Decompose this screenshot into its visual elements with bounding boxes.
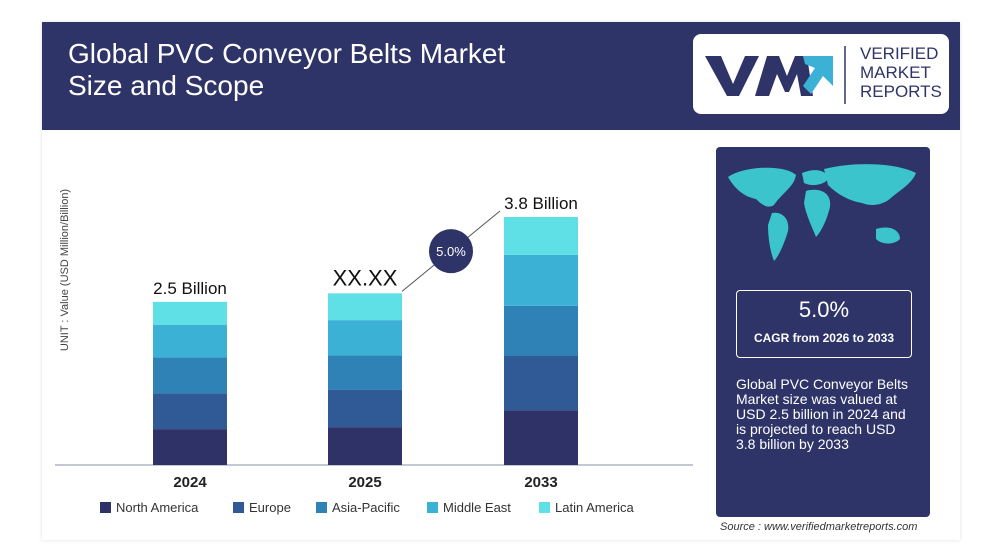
legend-swatch [539, 502, 550, 513]
total-label: XX.XX [333, 265, 398, 290]
logo [693, 34, 949, 114]
legend-swatch [100, 502, 111, 513]
legend-label: Europe [249, 500, 291, 515]
bar-segment [153, 357, 227, 394]
x-tick-label: 2033 [524, 474, 557, 491]
bar-segment [328, 293, 402, 321]
title: Global PVC Conveyor Belts Market Size an… [68, 38, 505, 102]
world-map [728, 164, 916, 261]
bar-segment [504, 356, 578, 411]
logo-line: VERIFIED [860, 44, 939, 63]
info-panel [716, 147, 930, 517]
legend-swatch [233, 502, 244, 513]
x-tick-label: 2024 [173, 474, 207, 491]
legend-swatch [427, 502, 438, 513]
legend-label: North America [116, 500, 199, 515]
growth-bubble [429, 229, 473, 274]
cagr-caption: CAGR from 2026 to 2033 [753, 331, 895, 345]
bar-segment [504, 254, 578, 306]
chart: UNIT : Value (USD Million/Billion) 2024 2… [55, 189, 693, 515]
bar-segment [328, 427, 402, 465]
cagr-box: 5.0% CAGR from 2026 to 2033 [736, 290, 912, 358]
logo-mark [705, 46, 846, 104]
logo-line: MARKET [860, 63, 931, 82]
bar-segment [504, 410, 578, 465]
total-label: 2.5 Billion [153, 279, 227, 298]
x-tick-label: 2025 [348, 474, 381, 491]
bar-segment [153, 429, 227, 465]
legend-swatch [316, 502, 327, 513]
bar-segment [504, 305, 578, 357]
bar-segment [153, 324, 227, 358]
legend-label: Asia-Pacific [332, 500, 400, 515]
bar-segment [328, 389, 402, 428]
bar-segment [328, 355, 402, 390]
logo-line: REPORTS [860, 82, 942, 101]
cagr-value: 5.0% [798, 297, 850, 322]
source: Source : www.verifiedmarketreports.com [720, 521, 918, 533]
legend-label: Latin America [555, 500, 635, 515]
legend-label: Middle East [443, 500, 511, 515]
description: Global PVC Conveyor Belts Market size wa… [736, 376, 908, 452]
y-axis-label: UNIT : Value (USD Million/Billion) [59, 189, 71, 351]
bar-segment [153, 301, 227, 325]
total-label: 3.8 Billion [504, 194, 578, 213]
growth-label: 5.0% [436, 244, 466, 259]
title-line: Global PVC Conveyor Belts Market [68, 38, 506, 69]
bar-segment [153, 393, 227, 430]
title-line: Size and Scope [68, 70, 265, 101]
bar-segment [504, 217, 578, 255]
logo-text: VERIFIED MARKET REPORTS [860, 44, 942, 101]
bar-segment [328, 320, 402, 356]
